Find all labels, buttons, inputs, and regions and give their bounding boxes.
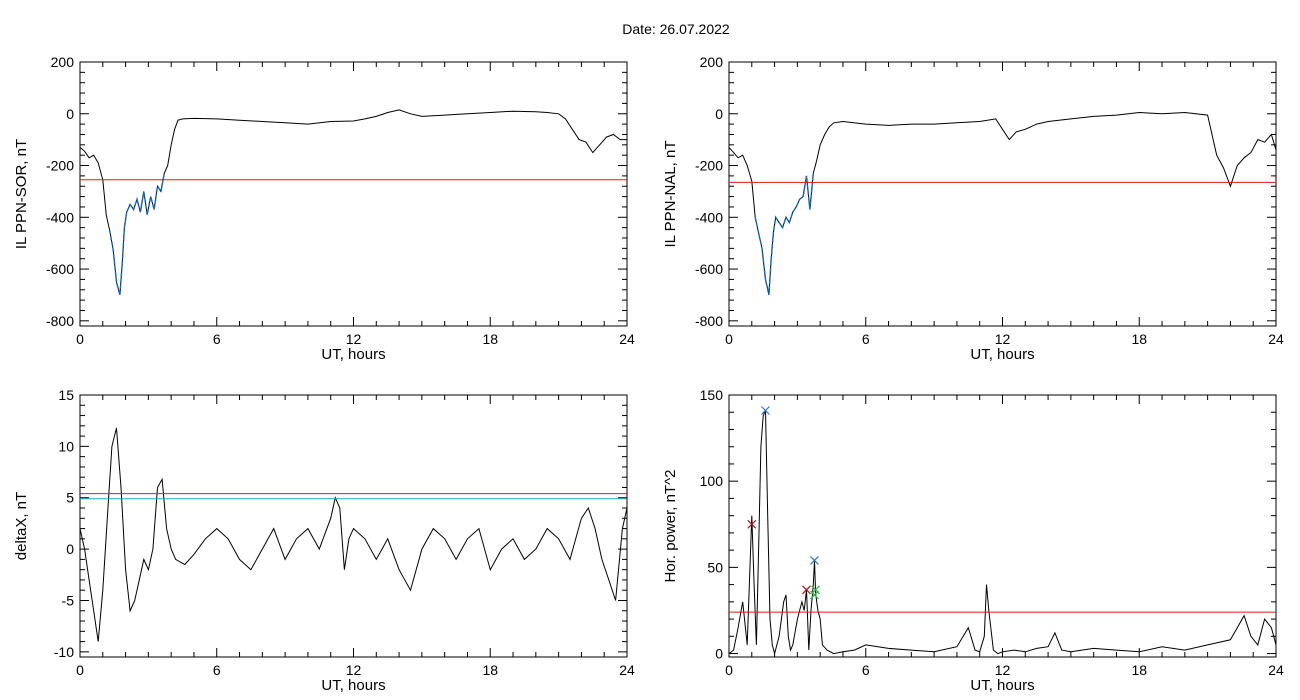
x-tick-label: 0 — [725, 662, 733, 678]
peak-marker — [802, 585, 811, 595]
x-axis-label: UT, hours — [321, 677, 385, 694]
y-tick-label: -600 — [695, 261, 723, 277]
y-tick-label: 0 — [66, 541, 74, 557]
x-tick-label: 12 — [346, 331, 362, 347]
x-tick-label: 6 — [213, 331, 221, 347]
y-tick-label: 10 — [58, 438, 74, 454]
y-tick-label: 50 — [707, 559, 723, 575]
x-tick-label: 0 — [76, 662, 84, 678]
y-axis-label: deltaX, nT — [13, 492, 30, 560]
x-tick-label: 12 — [346, 662, 362, 678]
plot-area — [729, 111, 1276, 296]
y-tick-label: 150 — [700, 387, 724, 403]
y-tick-label: 100 — [700, 473, 724, 489]
x-tick-label: 6 — [862, 662, 870, 678]
series-line — [80, 427, 627, 642]
peak-marker — [810, 590, 819, 600]
x-tick-label: 24 — [1268, 331, 1284, 347]
y-tick-label: 0 — [715, 106, 723, 122]
x-tick-label: 24 — [619, 331, 635, 347]
panel-deltax: 0 6 12 18 24 15 10 5 0 -5 -10 UT, hours deltaX, nT — [13, 387, 635, 694]
x-axis-label: UT, hours — [970, 677, 1034, 694]
peak-marker — [811, 585, 821, 595]
x-axis-label: UT, hours — [321, 346, 385, 363]
x-tick-label: 18 — [1131, 331, 1147, 347]
y-axis-label: IL PPN-NAL, nT — [662, 141, 679, 248]
highlight-segment — [108, 173, 165, 296]
peak-marker — [761, 406, 770, 415]
panel-sor: 0 6 12 18 24 200 0 -200 -400 -600 -800 UT, hours IL … — [13, 54, 635, 363]
y-tick-label: -600 — [46, 261, 74, 277]
y-tick-label: 0 — [66, 106, 74, 122]
y-tick-label: -200 — [695, 158, 723, 174]
plot-frame — [79, 394, 628, 658]
y-tick-label: -800 — [695, 313, 723, 329]
y-tick-label: 15 — [58, 387, 74, 403]
y-tick-label: 200 — [700, 54, 724, 70]
x-tick-label: 6 — [213, 662, 221, 678]
series-line — [80, 109, 627, 296]
x-tick-label: 12 — [995, 662, 1011, 678]
y-axis-label: IL PPN-SOR, nT — [13, 139, 30, 249]
x-tick-label: 18 — [482, 662, 498, 678]
y-tick-label: -800 — [46, 313, 74, 329]
y-tick-label: 5 — [66, 490, 74, 506]
y-tick-label: -400 — [46, 209, 74, 225]
peak-marker — [747, 519, 757, 529]
y-tick-label: 200 — [51, 54, 75, 70]
y-tick-label: -200 — [46, 158, 74, 174]
x-tick-label: 18 — [1131, 662, 1147, 678]
panel-power: 0 6 12 18 24 150 100 50 0 UT, hours Hor. power, nT… — [662, 387, 1284, 694]
panel-nal: 0 6 12 18 24 200 0 -200 -400 -600 -800 UT, hours IL … — [662, 54, 1284, 363]
plot-area — [80, 427, 627, 642]
highlight-segment — [754, 173, 814, 296]
plot-area — [80, 109, 627, 296]
x-tick-label: 12 — [995, 331, 1011, 347]
x-tick-label: 0 — [76, 331, 84, 347]
plot-area — [729, 406, 1276, 656]
y-tick-label: -5 — [62, 592, 75, 608]
x-tick-label: 6 — [862, 331, 870, 347]
x-tick-label: 24 — [619, 662, 635, 678]
y-tick-label: 0 — [715, 646, 723, 662]
x-axis-label: UT, hours — [970, 346, 1034, 363]
x-tick-label: 24 — [1268, 662, 1284, 678]
date-title: Date: 26.07.2022 — [622, 21, 730, 37]
series-line — [729, 410, 1276, 656]
peak-marker — [810, 556, 819, 565]
y-tick-label: -10 — [54, 644, 74, 660]
x-tick-label: 0 — [725, 331, 733, 347]
plot-frame — [79, 61, 628, 327]
y-tick-label: -400 — [695, 209, 723, 225]
y-axis-label: Hor. power, nT^2 — [662, 470, 679, 583]
x-tick-label: 18 — [482, 331, 498, 347]
